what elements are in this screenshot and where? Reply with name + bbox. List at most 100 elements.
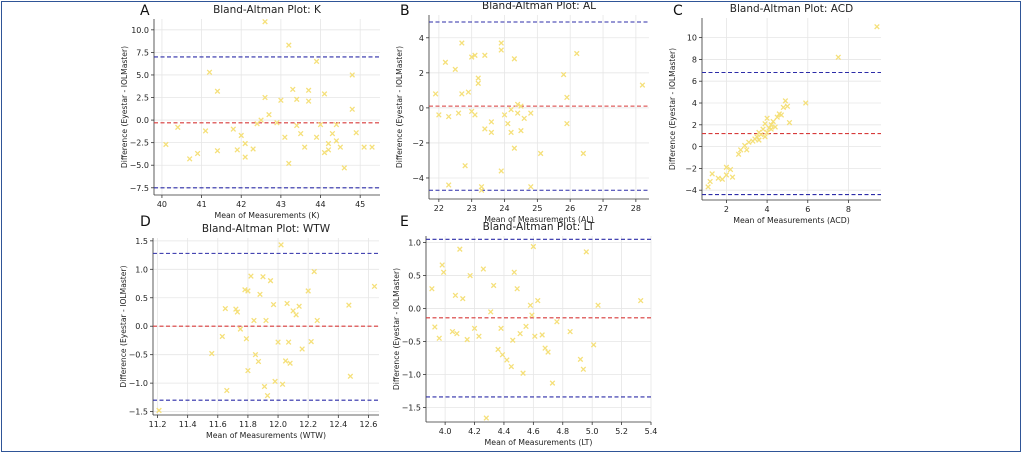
data-point [346, 302, 352, 308]
data-point [237, 326, 244, 332]
y-tick-label: −0.5 [129, 351, 148, 360]
data-point [510, 337, 516, 343]
data-point [580, 150, 587, 157]
data-point [209, 350, 215, 357]
data-point [245, 288, 251, 294]
data-point [545, 349, 551, 355]
data-point [637, 297, 644, 304]
y-tick-label: −2.5 [130, 139, 149, 148]
data-point [574, 50, 580, 57]
data-point [349, 106, 356, 113]
data-point [774, 114, 781, 120]
data-point [475, 75, 482, 81]
y-tick-label: 2 [419, 69, 424, 78]
x-tick-label: 11.2 [149, 420, 167, 429]
data-point [293, 122, 300, 129]
data-point [577, 356, 584, 363]
data-point [457, 246, 463, 252]
panel-k: 40 41 42 43 44 45 −7.5 −5.0 −2.5 0.0 2.5 5.0 7.5 10.0… [120, 3, 380, 220]
data-point [284, 300, 290, 307]
y-axis-label: Difference (Eyestar - IOLMaster) [119, 265, 128, 387]
data-point [523, 323, 529, 330]
data-point [222, 305, 229, 312]
data-point [508, 106, 514, 113]
data-point [285, 339, 292, 345]
data-point [317, 121, 324, 128]
data-point [508, 129, 514, 136]
y-tick-label: 0.0 [408, 305, 421, 314]
data-point [296, 303, 302, 310]
data-point [537, 150, 544, 157]
data-point [707, 178, 713, 185]
data-point [468, 108, 475, 115]
x-tick-label: 4.0 [439, 427, 452, 436]
data-point [455, 110, 462, 116]
data-point [282, 358, 289, 364]
data-point [554, 318, 560, 325]
y-tick-label: 0.5 [135, 294, 148, 303]
y-tick-label: 7.5 [136, 48, 149, 57]
data-point [194, 150, 201, 157]
data-point [263, 317, 269, 324]
data-point [468, 54, 475, 60]
x-tick-label: 23 [467, 204, 477, 213]
y-tick-label: 1.0 [135, 265, 148, 274]
panel-label: A [140, 3, 150, 19]
data-point [482, 126, 488, 132]
panel-label: D [140, 214, 151, 230]
data-point [539, 332, 545, 338]
data-point [530, 243, 537, 250]
data-point [514, 286, 520, 292]
x-tick-label: 44 [315, 200, 325, 209]
data-point [467, 272, 473, 279]
data-point [233, 306, 239, 312]
data-point [764, 115, 770, 122]
data-point [445, 182, 452, 188]
data-point [874, 23, 880, 30]
data-point [782, 98, 789, 104]
data-point [290, 308, 296, 314]
data-point [802, 100, 809, 106]
data-point [270, 301, 277, 308]
data-point [333, 138, 340, 144]
data-point [321, 91, 328, 97]
data-point [248, 273, 254, 279]
data-point [242, 287, 248, 293]
data-point [186, 156, 193, 162]
data-point [299, 346, 305, 352]
data-point [279, 381, 286, 388]
data-point [709, 171, 715, 177]
y-tick-label: −1.5 [402, 403, 421, 412]
x-tick-label: 6 [805, 205, 810, 214]
y-tick-label: 6 [692, 77, 697, 86]
x-tick-label: 41 [196, 200, 206, 209]
data-point [445, 113, 452, 120]
data-point [341, 165, 348, 171]
y-tick-label: 0.0 [135, 322, 148, 331]
data-point [325, 147, 332, 153]
data-point [252, 351, 259, 358]
data-point [501, 112, 508, 118]
x-tick-label: 24 [499, 204, 509, 213]
data-point [245, 367, 251, 374]
data-point [371, 283, 378, 290]
y-tick-label: 8 [692, 55, 697, 64]
y-tick-label: −1.5 [129, 408, 148, 417]
data-point [297, 130, 304, 137]
data-point [206, 69, 213, 76]
x-tick-label: 26 [565, 204, 575, 213]
data-point [528, 110, 534, 116]
data-point [329, 130, 336, 137]
x-tick-label: 4.6 [527, 427, 540, 436]
x-tick-label: 28 [631, 204, 641, 213]
y-tick-label: 0 [419, 104, 424, 113]
data-point [305, 87, 312, 94]
data-point [549, 380, 556, 386]
data-point [175, 124, 181, 131]
x-tick-label: 12.4 [329, 420, 347, 429]
data-point [511, 56, 518, 62]
data-point [163, 141, 169, 148]
data-point [498, 40, 504, 46]
